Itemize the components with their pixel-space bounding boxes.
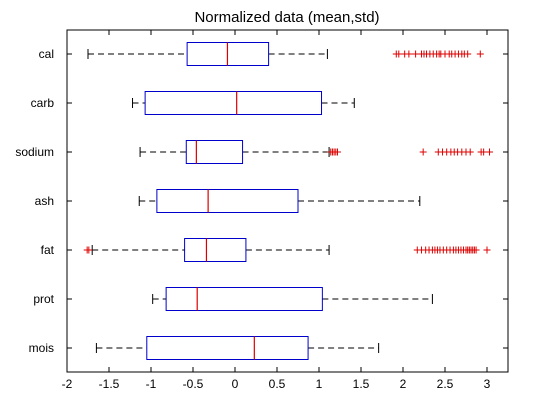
y-tick-label: cal	[39, 47, 54, 61]
outlier-marker	[333, 148, 341, 156]
y-tick-label: fat	[41, 243, 55, 257]
outlier-marker	[480, 148, 488, 156]
box-iqr	[146, 336, 309, 360]
plot-area	[66, 29, 509, 373]
box-mois: mois	[29, 336, 508, 360]
y-tick-label: prot	[33, 292, 54, 306]
box-fat: fat	[41, 238, 508, 262]
outlier-marker	[395, 50, 403, 58]
x-tick-label: -1	[146, 377, 157, 391]
outlier-marker	[412, 50, 420, 58]
box-carb: carb	[31, 91, 508, 115]
x-tick-label: -2	[62, 377, 73, 391]
box-iqr	[144, 91, 323, 115]
x-tick-label: -0.5	[183, 377, 204, 391]
box-iqr	[165, 287, 323, 311]
x-tick-label: 0	[232, 377, 239, 391]
outlier-marker	[419, 148, 427, 156]
chart-title: Normalized data (mean,std)	[194, 9, 379, 26]
outlier-marker	[464, 50, 472, 58]
box-iqr	[156, 189, 299, 213]
x-tick-label: 1.5	[353, 377, 370, 391]
y-tick-label: carb	[31, 96, 55, 110]
outlier-marker	[466, 148, 474, 156]
outlier-marker	[472, 246, 480, 254]
y-tick-label: sodium	[15, 145, 54, 159]
chart-marks: -2 -1.5 -1 -0.5 0 0.5 1 1.5 2 2.5 3 cal carb sodium as…	[15, 30, 508, 391]
x-tick-label: 3	[484, 377, 491, 391]
box-ash: ash	[35, 189, 508, 213]
x-tick-label: 2.5	[437, 377, 454, 391]
box-cal: cal	[39, 42, 508, 66]
box-iqr	[184, 238, 247, 262]
x-tick-label: 0.5	[269, 377, 286, 391]
outlier-marker	[85, 246, 93, 254]
outlier-marker	[486, 148, 494, 156]
y-tick-label: mois	[29, 341, 54, 355]
outlier-marker	[476, 50, 484, 58]
box-iqr	[185, 140, 244, 164]
outlier-marker	[405, 50, 413, 58]
x-tick-label: 2	[400, 377, 407, 391]
x-tick-label: -1.5	[99, 377, 120, 391]
x-tick-label: 1	[316, 377, 323, 391]
outlier-marker	[483, 246, 491, 254]
box-sodium: sodium	[15, 140, 508, 164]
box-prot: prot	[33, 287, 508, 311]
y-tick-label: ash	[35, 194, 54, 208]
